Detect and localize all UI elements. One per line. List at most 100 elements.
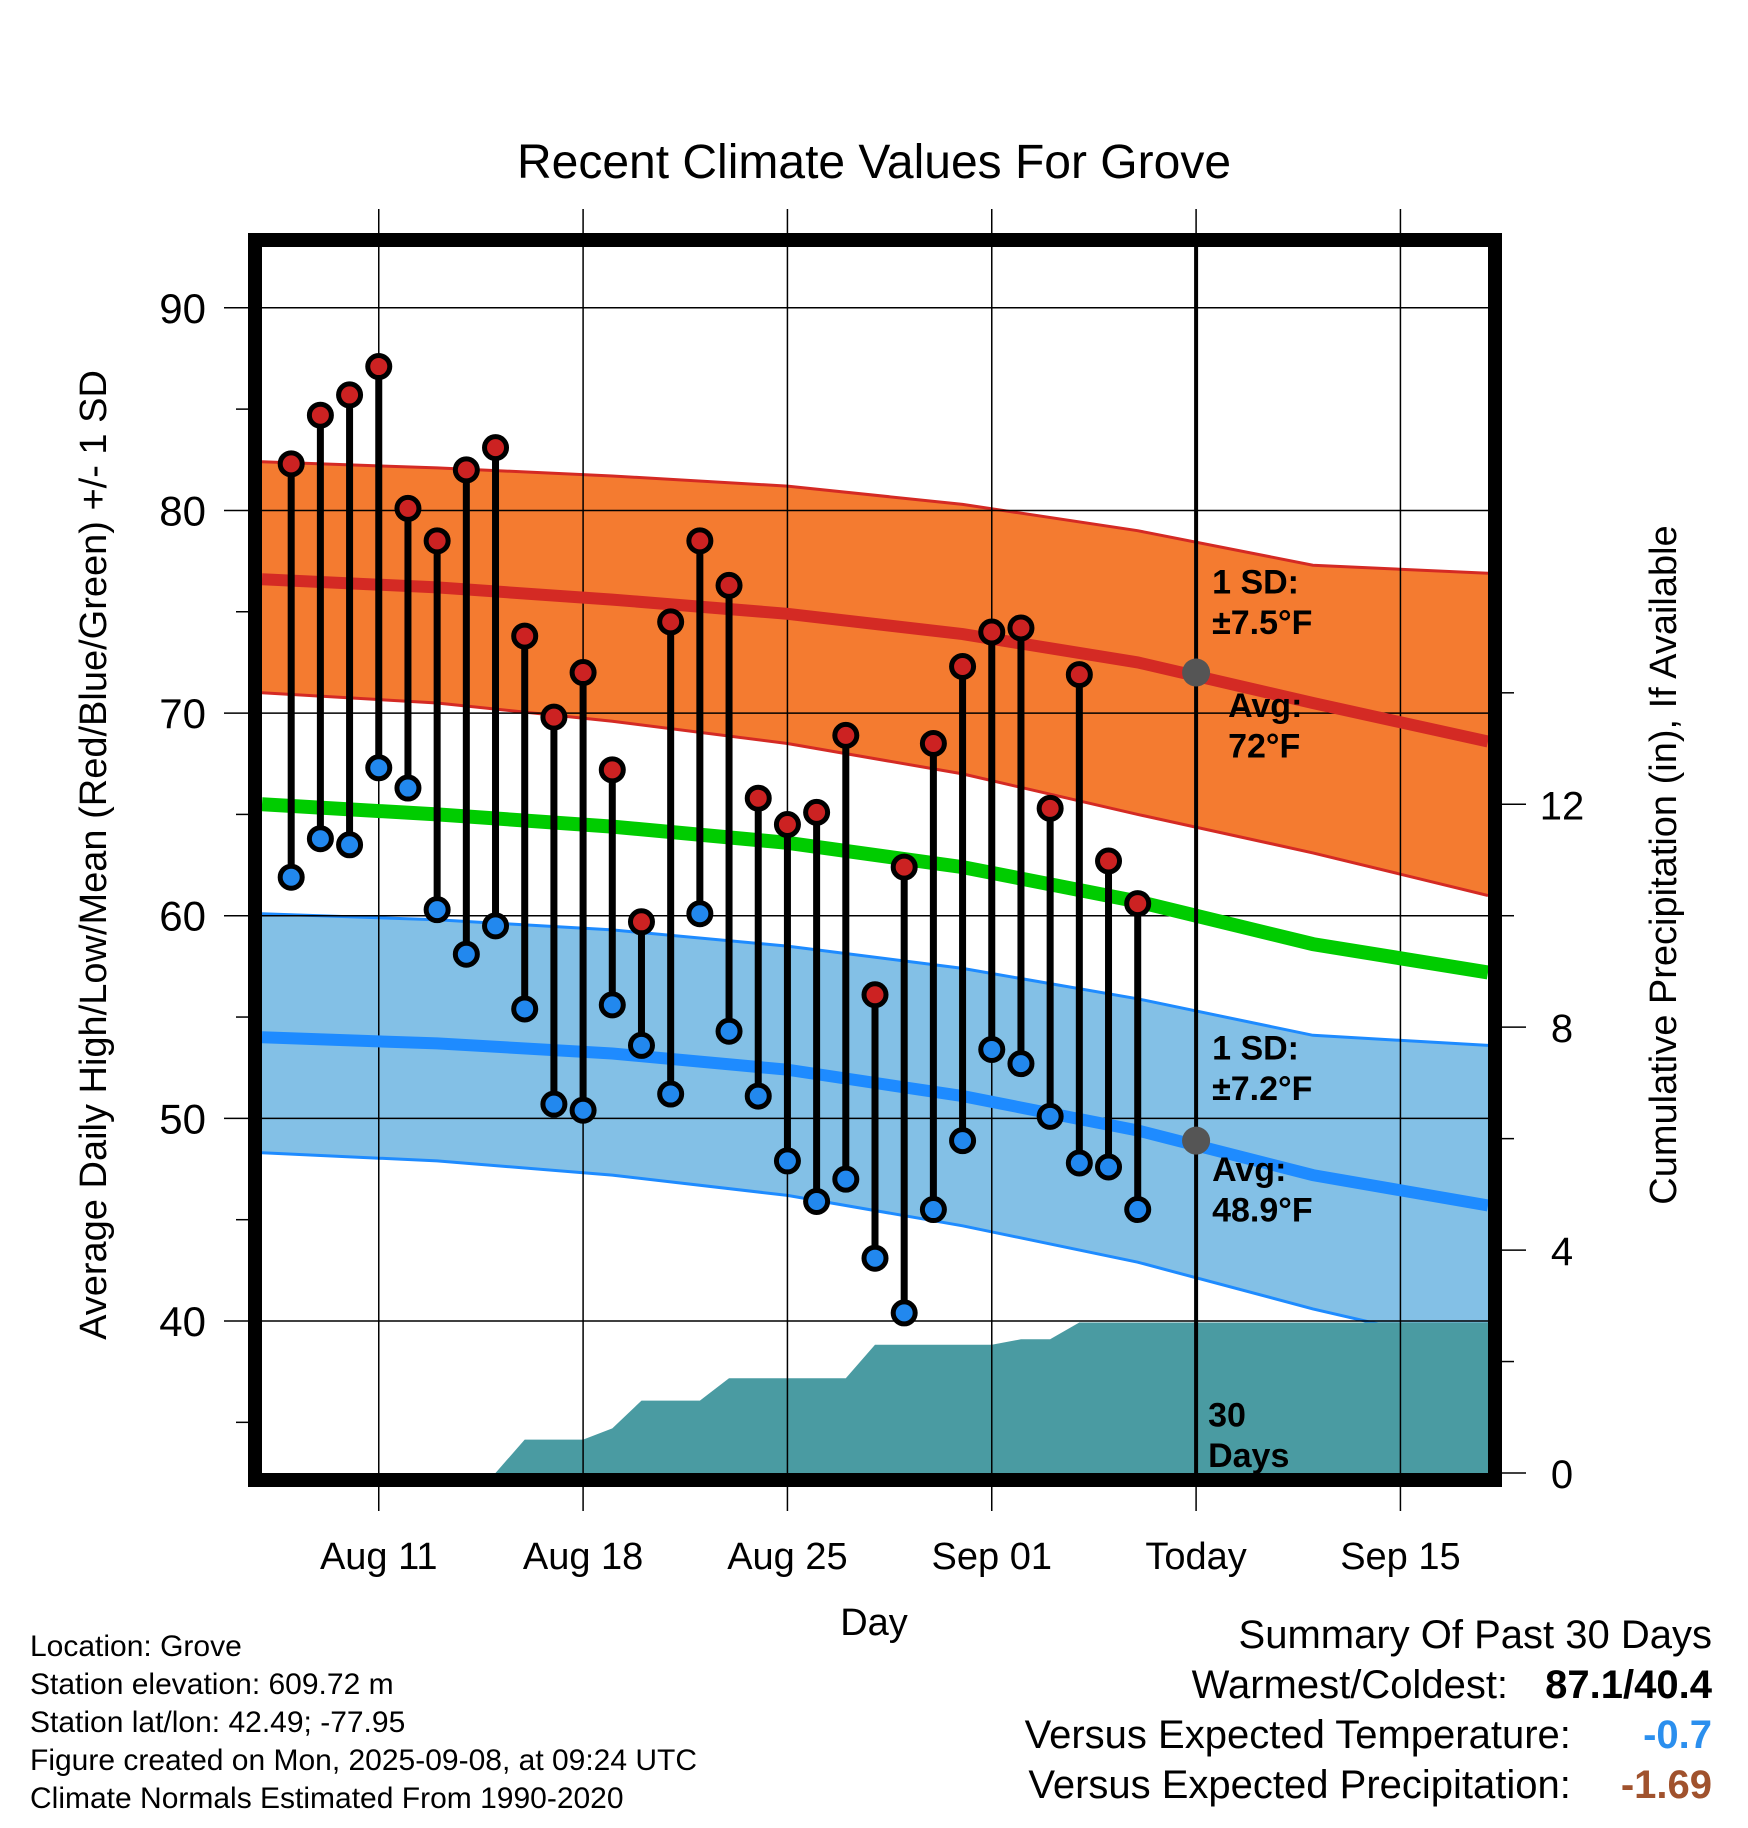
obs-high-point — [686, 527, 714, 555]
y-tick-label-40: 40 — [159, 1298, 206, 1345]
x-tick-label-5: Sep 15 — [1340, 1536, 1460, 1578]
high-avg-value: 72°F — [1228, 728, 1300, 766]
window-label-days: Days — [1208, 1437, 1289, 1475]
obs-high-point — [715, 571, 743, 599]
y2-axis-label: Cumulative Precipitation (in), If Availa… — [1643, 525, 1685, 1204]
obs-low-point — [598, 991, 626, 1019]
precip-value: -1.69 — [1620, 1763, 1712, 1807]
obs-high-point — [744, 784, 772, 812]
obs-high-point — [1007, 614, 1035, 642]
summary-title: Summary Of Past 30 Days — [1238, 1613, 1712, 1657]
obs-low-point — [1124, 1196, 1152, 1224]
obs-low-point — [627, 1031, 655, 1059]
obs-low-point — [365, 754, 393, 782]
high-sd-value: ±7.5°F — [1212, 604, 1312, 642]
obs-low-point — [452, 940, 480, 968]
obs-high-point — [627, 908, 655, 936]
obs-high-point — [978, 618, 1006, 646]
obs-low-point — [686, 900, 714, 928]
chart-title: Recent Climate Values For Grove — [517, 136, 1231, 189]
today-high-avg-marker — [1182, 658, 1211, 687]
normals-text: Climate Normals Estimated From 1990-2020 — [30, 1782, 624, 1815]
obs-high-point — [1036, 794, 1064, 822]
obs-low-point — [1065, 1149, 1093, 1177]
obs-low-point — [832, 1165, 860, 1193]
obs-high-point — [482, 434, 510, 462]
obs-high-point — [803, 798, 831, 826]
high-sd-label: 1 SD: — [1212, 564, 1299, 602]
precip-area — [466, 1322, 1488, 1473]
obs-high-point — [1124, 890, 1152, 918]
obs-low-point — [919, 1196, 947, 1224]
obs-low-point — [511, 995, 539, 1023]
low-avg-label: Avg: — [1212, 1151, 1286, 1189]
obs-low-point — [394, 774, 422, 802]
temp-row: Versus Expected Temperature: -0.7 — [1025, 1710, 1712, 1760]
warm-cold-label: Warmest/Coldest: — [1191, 1663, 1509, 1707]
obs-high-point — [773, 811, 801, 839]
obs-high-point — [423, 527, 451, 555]
obs-low-point — [949, 1127, 977, 1155]
obs-low-point — [744, 1082, 772, 1110]
window-label-count: 30 — [1208, 1396, 1246, 1434]
y-tick-label-50: 50 — [159, 1095, 206, 1142]
obs-low-point — [569, 1096, 597, 1124]
x-tick-label-0: Aug 11 — [320, 1536, 438, 1578]
obs-high-point — [277, 450, 305, 478]
obs-high-point — [598, 756, 626, 784]
obs-low-point — [890, 1299, 918, 1327]
temp-label: Versus Expected Temperature: — [1024, 1713, 1571, 1757]
y-tick-label-90: 90 — [159, 285, 206, 332]
warm-cold-row: Warmest/Coldest: 87.1/40.4 — [1025, 1660, 1712, 1710]
obs-high-point — [336, 381, 364, 409]
obs-high-point — [569, 659, 597, 687]
latlon-text: Station lat/lon: 42.49; -77.95 — [30, 1706, 406, 1739]
elevation-text: Station elevation: 609.72 m — [30, 1668, 394, 1701]
y-axis-label: Average Daily High/Low/Mean (Red/Blue/Gr… — [73, 370, 115, 1340]
high-avg-label: Avg: — [1228, 687, 1302, 725]
y2-tick-label-12: 12 — [1540, 784, 1585, 828]
obs-low-point — [1036, 1102, 1064, 1130]
obs-low-point — [1007, 1050, 1035, 1078]
x-tick-label-1: Aug 18 — [523, 1536, 643, 1578]
high-sd-band — [262, 461, 1488, 896]
y-tick-label-70: 70 — [159, 690, 206, 737]
x-tick-label-2: Aug 25 — [727, 1536, 847, 1578]
station-info: Location: Grove Station elevation: 609.7… — [30, 1628, 697, 1818]
obs-high-point — [832, 721, 860, 749]
obs-high-point — [919, 729, 947, 757]
obs-low-point — [306, 825, 334, 853]
obs-high-point — [540, 703, 568, 731]
obs-low-point — [540, 1090, 568, 1118]
obs-high-point — [1156, 0, 1178, 11]
temp-value: -0.7 — [1643, 1713, 1712, 1757]
obs-low-point — [423, 896, 451, 924]
obs-low-point — [1095, 1153, 1123, 1181]
obs-high-point — [452, 456, 480, 484]
obs-low-point — [978, 1035, 1006, 1063]
obs-high-point — [1065, 661, 1093, 689]
precip-row: Versus Expected Precipitation: -1.69 — [1025, 1760, 1712, 1810]
obs-high-point — [511, 622, 539, 650]
low-sd-value: ±7.2°F — [1212, 1070, 1312, 1108]
y-tick-label-80: 80 — [159, 487, 206, 534]
obs-high-point — [657, 608, 685, 636]
created-text: Figure created on Mon, 2025-09-08, at 09… — [30, 1744, 698, 1777]
y2-tick-label-0: 0 — [1551, 1453, 1573, 1497]
obs-low-point — [803, 1187, 831, 1215]
low-avg-value: 48.9°F — [1212, 1192, 1313, 1230]
obs-low-point — [715, 1017, 743, 1045]
x-axis-label: Day — [840, 1602, 908, 1644]
y2-tick-label-8: 8 — [1551, 1007, 1573, 1051]
x-tick-label-3: Sep 01 — [932, 1536, 1052, 1578]
obs-low-point — [861, 1244, 889, 1272]
plot-frame — [248, 233, 1502, 1487]
obs-high-point — [394, 494, 422, 522]
obs-low-point — [1156, 0, 1178, 11]
precip-label: Versus Expected Precipitation: — [1028, 1763, 1571, 1807]
obs-low-point — [773, 1147, 801, 1175]
y-tick-label-60: 60 — [159, 893, 206, 940]
